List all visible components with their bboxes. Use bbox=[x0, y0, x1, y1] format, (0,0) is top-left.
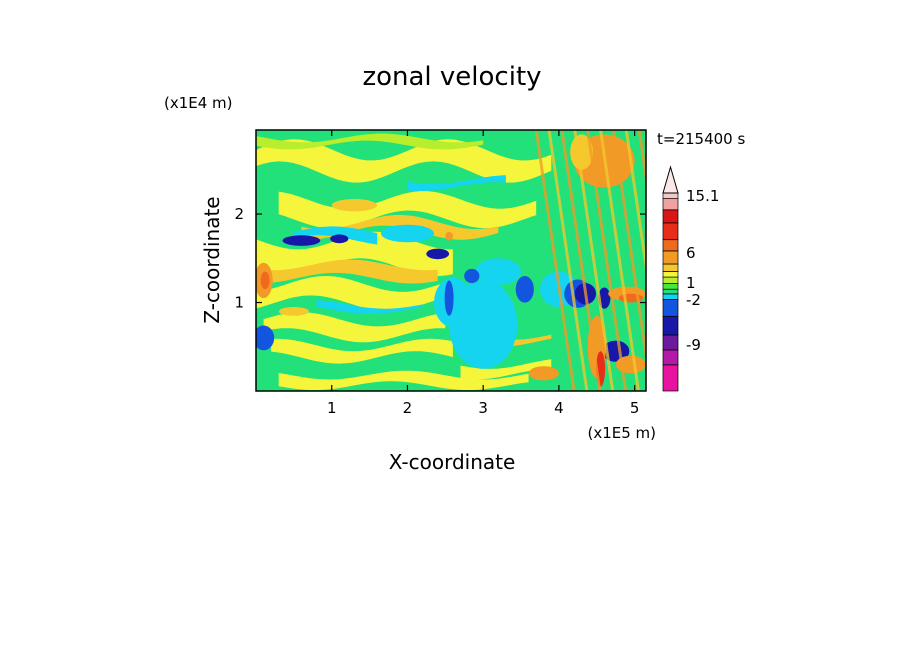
plot-frame bbox=[255, 129, 647, 392]
contour-blob bbox=[475, 258, 521, 285]
contour-blob bbox=[445, 231, 453, 241]
chart-title: zonal velocity bbox=[362, 62, 541, 92]
contour-blob bbox=[278, 307, 309, 316]
contour-blob bbox=[444, 280, 454, 316]
x-axis-unit: (x1E5 m) bbox=[587, 424, 656, 442]
contour-band bbox=[278, 191, 537, 229]
colorbar-band bbox=[662, 271, 679, 278]
contour-blob bbox=[515, 276, 534, 303]
time-label: t=215400 s bbox=[657, 130, 745, 148]
contour-blob bbox=[331, 199, 378, 212]
colorbar-extend-arrow bbox=[662, 165, 679, 194]
colorbar-band bbox=[662, 288, 679, 295]
wave-streak bbox=[534, 130, 576, 391]
colorbar-band bbox=[662, 250, 679, 265]
x-axis-label: X-coordinate bbox=[389, 450, 516, 474]
colorbar-band bbox=[662, 222, 679, 241]
colorbar: 15.1 6 1-2 -9 bbox=[662, 165, 719, 392]
wave-streak bbox=[586, 130, 628, 391]
y-axis-unit: (x1E4 m) bbox=[164, 94, 233, 112]
contour-field bbox=[256, 130, 646, 391]
colorbar-label: -2 bbox=[686, 291, 701, 309]
y-tick-label: 1 bbox=[234, 294, 244, 312]
y-axis: 12 bbox=[234, 205, 646, 312]
colorbar-band bbox=[662, 334, 679, 351]
x-tick-label: 2 bbox=[403, 399, 413, 417]
colorbar-band bbox=[662, 239, 679, 252]
colorbar-band bbox=[662, 209, 679, 224]
colorbar-band bbox=[662, 349, 679, 366]
x-tick-label: 1 bbox=[327, 399, 337, 417]
contour-blob bbox=[381, 224, 434, 243]
colorbar-label: 15.1 bbox=[686, 187, 719, 205]
wave-streak bbox=[560, 130, 602, 391]
colorbar-band bbox=[662, 283, 679, 290]
wave-streak bbox=[599, 130, 640, 391]
contour-band bbox=[271, 338, 453, 364]
contour-band bbox=[407, 175, 506, 191]
colorbar-band bbox=[662, 364, 679, 392]
colorbar-band bbox=[662, 315, 679, 336]
colorbar-label: 6 bbox=[686, 244, 696, 262]
colorbar-band bbox=[662, 276, 679, 284]
x-tick-label: 5 bbox=[630, 399, 640, 417]
colorbar-label: 1 bbox=[686, 274, 696, 292]
contour-band bbox=[256, 139, 552, 183]
contour-band bbox=[256, 231, 453, 276]
colorbar-band bbox=[662, 263, 679, 272]
wave-streak bbox=[573, 130, 615, 391]
contour-blob bbox=[330, 234, 349, 244]
x-tick-label: 3 bbox=[478, 399, 488, 417]
colorbar-band bbox=[662, 192, 679, 199]
contour-blob bbox=[282, 235, 321, 246]
colorbar-band bbox=[662, 198, 679, 211]
x-axis: 1 2 3 4 5 bbox=[327, 130, 639, 417]
contour-band bbox=[271, 259, 438, 284]
contour-band bbox=[263, 312, 446, 343]
wave-streak bbox=[611, 130, 646, 365]
wave-streak bbox=[547, 130, 589, 391]
contour-blob bbox=[256, 325, 275, 351]
x-tick-label: 4 bbox=[554, 399, 564, 417]
y-tick-label: 2 bbox=[234, 205, 244, 223]
contour-band bbox=[460, 359, 552, 380]
colorbar-band bbox=[662, 299, 679, 317]
colorbar-label: -9 bbox=[686, 336, 701, 354]
y-axis-label: Z-coordinate bbox=[200, 196, 224, 323]
contour-blob bbox=[426, 248, 450, 260]
contour-blob bbox=[260, 271, 270, 290]
contour-blob bbox=[528, 366, 559, 381]
contour-blob bbox=[464, 268, 480, 284]
colorbar-band bbox=[662, 293, 679, 300]
contour-blob bbox=[449, 280, 518, 369]
contour-band bbox=[256, 133, 484, 150]
contour-band bbox=[316, 300, 423, 314]
contour-band bbox=[256, 276, 446, 312]
plot-area bbox=[255, 129, 647, 392]
contour-band bbox=[278, 370, 529, 391]
